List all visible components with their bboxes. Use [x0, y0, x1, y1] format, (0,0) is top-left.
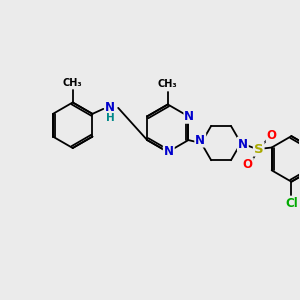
Text: CH₃: CH₃ — [158, 79, 178, 88]
Text: N: N — [195, 134, 205, 147]
Text: N: N — [238, 138, 248, 151]
Text: H: H — [106, 113, 115, 123]
Text: N: N — [105, 101, 115, 114]
Text: Cl: Cl — [285, 197, 298, 210]
Text: N: N — [184, 110, 194, 123]
Text: CH₃: CH₃ — [63, 78, 83, 88]
Text: S: S — [254, 142, 263, 155]
Text: N: N — [164, 146, 174, 158]
Text: O: O — [243, 158, 253, 171]
Text: O: O — [267, 129, 277, 142]
